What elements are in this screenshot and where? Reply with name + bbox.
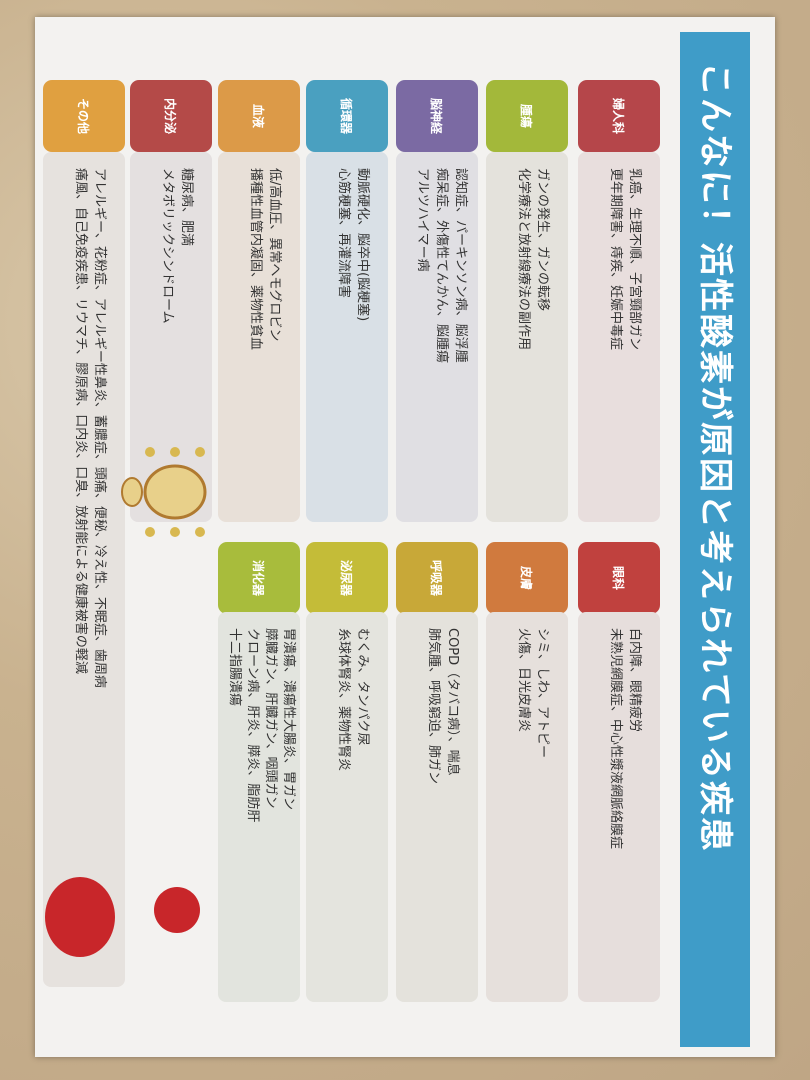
disease-line: 低/高血圧、異常ヘモグロビン bbox=[267, 168, 282, 342]
disease-line: アレルギー、花粉症、アレルギー性鼻炎、蓄膿症、頭痛、便秘、冷え性、不眠症、歯周病 bbox=[92, 168, 107, 688]
category-other: その他 bbox=[43, 80, 125, 152]
disease-line: 肺気腫、呼吸窮迫、肺ガン bbox=[426, 628, 441, 785]
disease-line: 膵臓ガン、肝臓ガン、咽頭ガン bbox=[263, 628, 278, 809]
page-title: こんなに！活性酸素が原因と考えられている疾患 bbox=[680, 32, 750, 1047]
category-circulatory: 循環器 bbox=[306, 80, 388, 152]
disease-line: むくみ、タンパク尿 bbox=[355, 628, 370, 746]
disease-list-circulatory: 動脈硬化、脳卒中(脳梗塞) 心筋梗塞、再灌流障害 bbox=[306, 152, 388, 522]
category-endocrine: 内分泌 bbox=[130, 80, 212, 152]
disease-line: アルツハイマー病 bbox=[415, 168, 430, 272]
disease-line: シミ、しわ、アトピー bbox=[535, 628, 550, 759]
disease-line: 化学療法と放射線療法の副作用 bbox=[516, 168, 531, 351]
category-dermatology: 皮膚 bbox=[486, 542, 568, 614]
category-ophthalmology: 眼科 bbox=[578, 542, 660, 614]
disease-line: 認知症、パーキンソン病、脳浮腫 bbox=[453, 168, 468, 363]
disease-list-gynecology: 乳癌、生理不順、子宮頸部ガン 更年期障害、痔疾、妊娠中毒症 bbox=[578, 152, 660, 522]
virus-mascot-icon bbox=[154, 887, 200, 933]
disease-list-dermatology: シミ、しわ、アトピー 火傷、日光皮膚炎 bbox=[486, 612, 568, 1002]
disease-line: 糸球体腎炎、薬物性腎炎 bbox=[336, 628, 351, 772]
disease-line: 心筋梗塞、再灌流障害 bbox=[336, 168, 351, 299]
disease-list-digestive: 胃潰瘍、潰瘍性大腸炎、胃ガン 膵臓ガン、肝臓ガン、咽頭ガン クローン病、肝炎、膵… bbox=[218, 612, 300, 1002]
category-digestive: 消化器 bbox=[218, 542, 300, 614]
disease-line: 動脈硬化、脳卒中(脳梗塞) bbox=[355, 168, 370, 322]
disease-line: 播種性血管内凝固、薬物性貧血 bbox=[248, 168, 263, 351]
disease-list-tumor: ガンの発生、ガンの転移 化学療法と放射線療法の副作用 bbox=[486, 152, 568, 522]
flyer-paper: こんなに！活性酸素が原因と考えられている疾患 婦人科 乳癌、生理不順、子宮頸部ガ… bbox=[35, 17, 775, 1057]
disease-line: 未熟児網膜症、中心性漿液網脈絡膜症 bbox=[608, 628, 623, 850]
apple-illustration bbox=[121, 447, 207, 537]
category-urology: 泌尿器 bbox=[306, 542, 388, 614]
category-tumor: 腫瘍 bbox=[486, 80, 568, 152]
disease-line: 更年期障害、痔疾、妊娠中毒症 bbox=[608, 168, 623, 351]
disease-line: 胃潰瘍、潰瘍性大腸炎、胃ガン bbox=[281, 628, 296, 811]
disease-list-other: アレルギー、花粉症、アレルギー性鼻炎、蓄膿症、頭痛、便秘、冷え性、不眠症、歯周病… bbox=[43, 152, 125, 987]
disease-list-neurology: 認知症、パーキンソン病、脳浮腫 痴呆症、外傷性てんかん、脳腫瘍 アルツハイマー病 bbox=[396, 152, 478, 522]
disease-line: 痛風、自己免疫疾患、リウマチ、膠原病、口内炎、口臭、放射能による健康被害の軽減 bbox=[73, 168, 88, 674]
category-gynecology: 婦人科 bbox=[578, 80, 660, 152]
category-blood: 血液 bbox=[218, 80, 300, 152]
disease-line: クローン病、肝炎、膵炎、脂肪肝 bbox=[245, 628, 260, 823]
virus-mascot-icon bbox=[45, 877, 115, 957]
disease-line: 白内障、眼精疲労 bbox=[627, 628, 642, 733]
disease-line: ガンの発生、ガンの転移 bbox=[535, 168, 550, 312]
disease-list-blood: 低/高血圧、異常ヘモグロビン 播種性血管内凝固、薬物性貧血 bbox=[218, 152, 300, 522]
disease-list-urology: むくみ、タンパク尿 糸球体腎炎、薬物性腎炎 bbox=[306, 612, 388, 1002]
disease-line: 乳癌、生理不順、子宮頸部ガン bbox=[627, 168, 642, 351]
category-respiratory: 呼吸器 bbox=[396, 542, 478, 614]
disease-line: COPD（タバコ病）、喘息 bbox=[445, 628, 460, 776]
disease-list-respiratory: COPD（タバコ病）、喘息 肺気腫、呼吸窮迫、肺ガン bbox=[396, 612, 478, 1002]
disease-line: 火傷、日光皮膚炎 bbox=[516, 628, 531, 733]
disease-line: 十二指腸潰瘍 bbox=[227, 628, 242, 707]
disease-line: 痴呆症、外傷性てんかん、脳腫瘍 bbox=[434, 168, 449, 364]
category-neurology: 脳神経 bbox=[396, 80, 478, 152]
disease-list-ophthalmology: 白内障、眼精疲労 未熟児網膜症、中心性漿液網脈絡膜症 bbox=[578, 612, 660, 1002]
